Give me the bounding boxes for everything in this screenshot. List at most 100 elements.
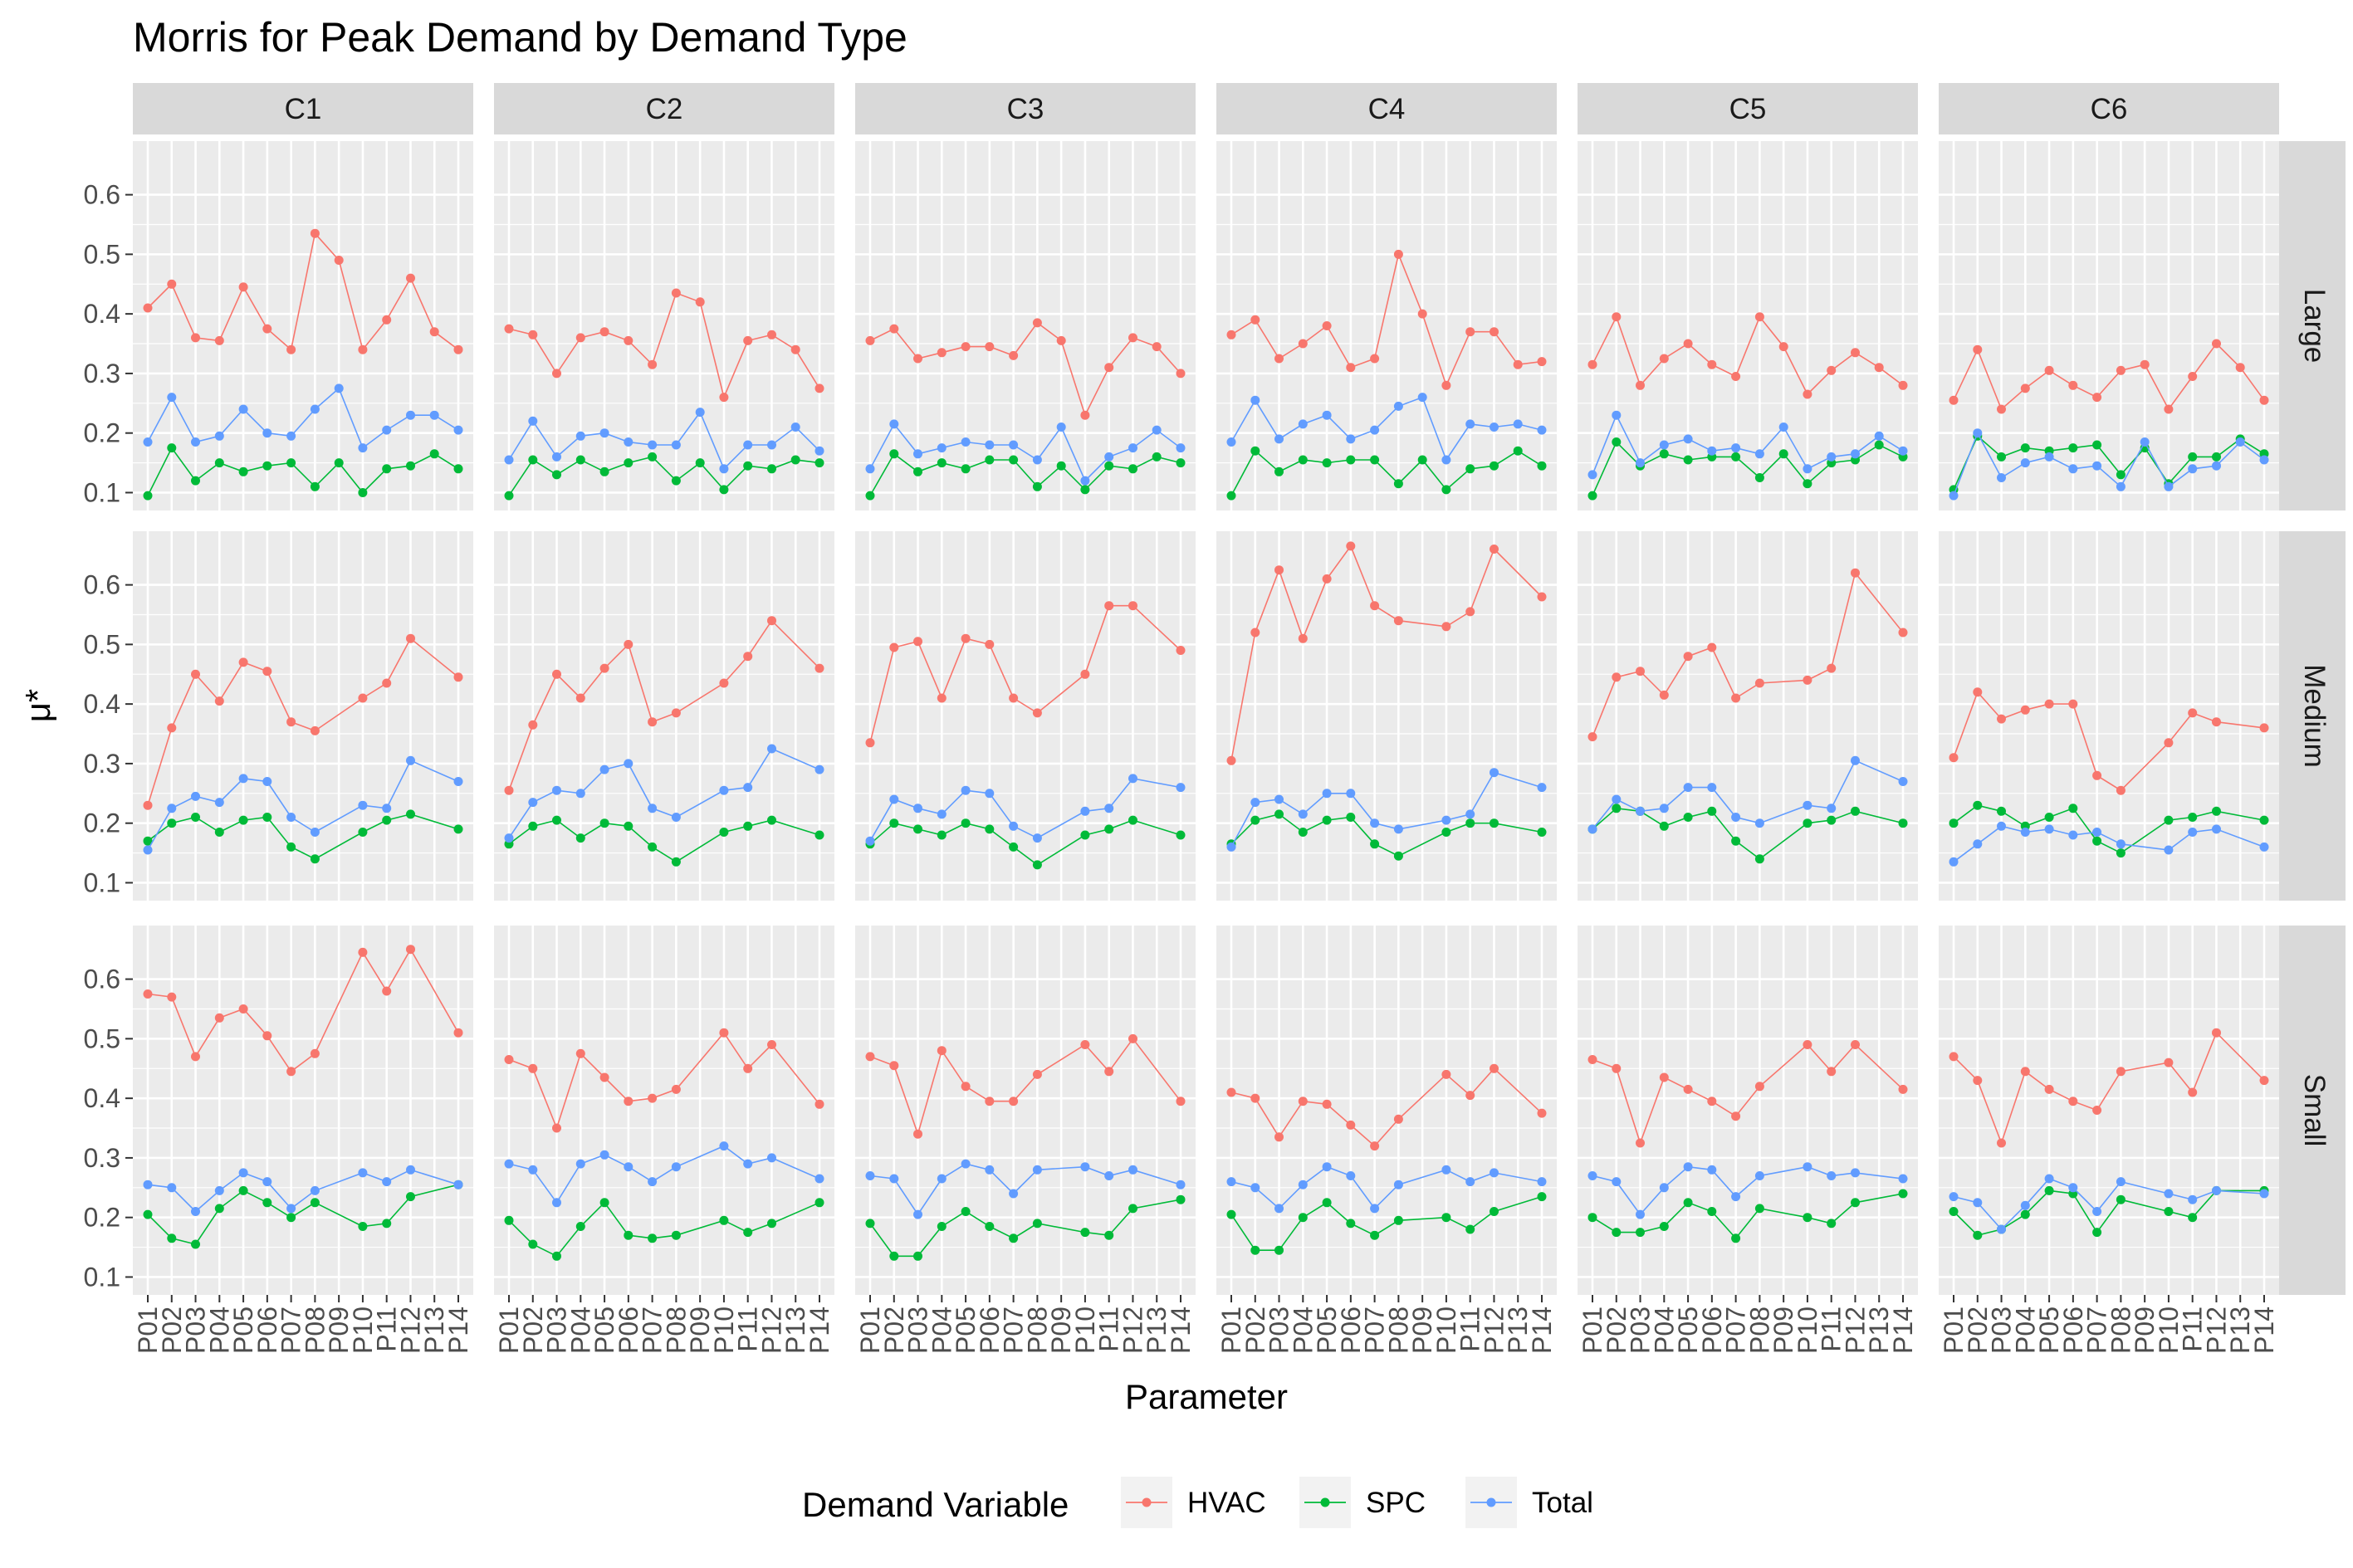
data-point-hvac xyxy=(961,1082,971,1092)
data-point-spc xyxy=(913,824,922,834)
panel-background xyxy=(855,531,1196,901)
data-point-spc xyxy=(238,815,248,825)
data-point-total xyxy=(2259,1189,2269,1199)
data-point-spc xyxy=(1009,1233,1019,1243)
data-point-spc xyxy=(2068,804,2078,813)
data-point-hvac xyxy=(743,1063,753,1073)
data-point-spc xyxy=(504,1215,514,1225)
data-point-spc xyxy=(1104,824,1114,834)
data-point-hvac xyxy=(2116,1067,2126,1077)
data-point-hvac xyxy=(1152,342,1162,352)
panel-small-c2 xyxy=(494,926,834,1295)
x-tick-label: P10 xyxy=(348,1307,378,1354)
data-point-total xyxy=(382,804,392,813)
strip-background xyxy=(2279,531,2346,901)
data-point-spc xyxy=(719,1215,729,1225)
data-point-spc xyxy=(1104,461,1114,471)
x-tick-label: P06 xyxy=(2058,1307,2088,1354)
data-point-spc xyxy=(143,491,153,501)
y-tick-label: 0.1 xyxy=(84,1262,120,1292)
data-point-spc xyxy=(913,466,922,476)
data-point-spc xyxy=(1683,455,1693,465)
data-point-total xyxy=(2164,481,2174,491)
data-point-spc xyxy=(358,488,368,497)
series-total xyxy=(1949,821,2269,867)
data-point-hvac xyxy=(1370,601,1380,611)
x-tick-label: P13 xyxy=(1864,1307,1894,1354)
data-point-total xyxy=(143,437,153,447)
data-point-total xyxy=(528,416,538,426)
data-point-hvac xyxy=(1080,410,1090,420)
data-point-total xyxy=(1754,449,1764,459)
data-point-total xyxy=(358,800,368,810)
data-point-spc xyxy=(913,1251,922,1261)
data-point-hvac xyxy=(1346,1120,1356,1130)
data-point-spc xyxy=(865,1219,875,1229)
data-point-total xyxy=(889,794,899,804)
data-point-hvac xyxy=(1949,753,1959,763)
data-point-total xyxy=(167,1183,177,1193)
data-point-hvac xyxy=(1707,1097,1717,1106)
data-point-hvac xyxy=(552,369,561,379)
strip-background xyxy=(2279,926,2346,1295)
series-hvac xyxy=(1226,249,1547,390)
data-point-total xyxy=(310,404,320,414)
x-tick-label: P11 xyxy=(372,1307,402,1352)
x-tick-label: P11 xyxy=(2178,1307,2208,1352)
series-spc xyxy=(865,449,1186,501)
panel-large-c6 xyxy=(1939,141,2279,510)
data-point-total xyxy=(937,809,947,819)
panel-small-c4 xyxy=(1216,926,1557,1295)
data-point-total xyxy=(2044,1174,2054,1184)
data-point-hvac xyxy=(1346,541,1356,551)
data-point-total xyxy=(2044,824,2054,834)
data-point-spc xyxy=(286,1213,296,1223)
data-point-total xyxy=(453,1180,463,1189)
data-point-spc xyxy=(790,455,800,465)
data-point-spc xyxy=(1032,1219,1042,1229)
data-point-total xyxy=(2116,1177,2126,1187)
data-point-hvac xyxy=(262,667,272,677)
x-tick-label: P01 xyxy=(855,1307,885,1354)
data-point-total xyxy=(2068,464,2078,474)
y-tick-label: 0.5 xyxy=(84,629,120,659)
data-point-hvac xyxy=(167,279,177,289)
data-point-spc xyxy=(1683,813,1693,822)
series-total xyxy=(865,419,1186,486)
x-tick-label: P01 xyxy=(1216,1307,1246,1354)
data-point-spc xyxy=(1537,461,1547,471)
data-point-total xyxy=(310,828,320,837)
data-point-hvac xyxy=(528,720,538,730)
data-point-spc xyxy=(1298,828,1308,837)
data-point-spc xyxy=(1128,815,1137,825)
series-total xyxy=(1949,1174,2269,1234)
data-point-total xyxy=(167,804,177,813)
series-total xyxy=(1587,755,1908,834)
x-tick-label: P09 xyxy=(685,1307,715,1354)
data-point-total xyxy=(985,440,995,450)
data-point-total xyxy=(1370,425,1380,435)
data-point-hvac xyxy=(889,642,899,652)
data-point-hvac xyxy=(624,1097,634,1106)
panel-background xyxy=(494,141,834,510)
data-point-spc xyxy=(453,824,463,834)
data-point-total xyxy=(648,440,658,450)
data-point-total xyxy=(1731,1192,1741,1202)
legend-entry-spc: SPC xyxy=(1299,1477,1426,1528)
data-point-total xyxy=(2188,1194,2198,1204)
x-tick-label: P06 xyxy=(252,1307,282,1354)
data-point-total xyxy=(1490,423,1499,432)
data-point-total xyxy=(238,404,248,414)
data-point-hvac xyxy=(262,324,272,334)
data-point-spc xyxy=(358,1222,368,1231)
data-point-hvac xyxy=(1997,714,2006,724)
data-point-spc xyxy=(214,458,224,468)
panel-background xyxy=(855,141,1196,510)
row-strip-label: Large xyxy=(2298,289,2331,364)
data-point-total xyxy=(1827,1171,1837,1180)
data-point-total xyxy=(1176,783,1186,793)
data-point-hvac xyxy=(2068,1097,2078,1106)
x-tick-label: P07 xyxy=(638,1307,668,1354)
data-point-total xyxy=(1827,452,1837,462)
data-point-hvac xyxy=(1298,633,1308,643)
